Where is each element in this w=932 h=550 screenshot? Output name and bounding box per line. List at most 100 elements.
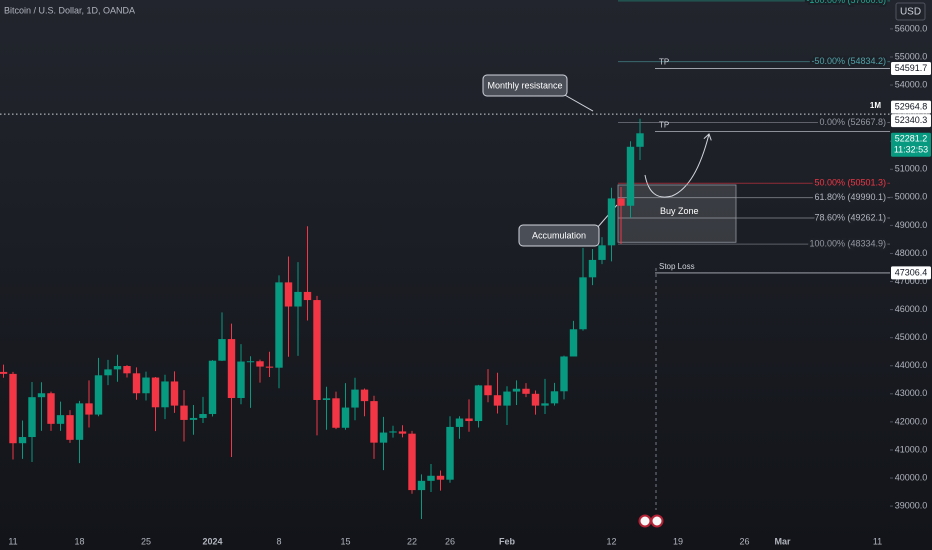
candle-body — [9, 373, 17, 444]
candle-body — [636, 133, 644, 147]
candle-body — [275, 282, 283, 368]
candle-body — [332, 398, 340, 428]
candle-body — [151, 377, 160, 408]
y-tick-label: 56000.0 — [895, 23, 928, 33]
candle-body — [85, 403, 93, 415]
candle-body — [256, 361, 264, 367]
y-tick-label: 42000.0 — [895, 416, 928, 426]
candle-body — [446, 426, 454, 480]
candles — [0, 118, 644, 520]
price-tag-label: 54591.7 — [895, 63, 928, 73]
candle-body — [237, 361, 245, 399]
y-tick-label: 51000.0 — [895, 164, 928, 174]
candle-body — [379, 432, 388, 443]
candle-body — [0, 371, 8, 374]
y-tick-label: 43000.0 — [895, 388, 928, 398]
candle-body — [265, 366, 274, 368]
candle-body — [569, 329, 578, 357]
candle-body — [28, 397, 36, 438]
candle-body — [284, 282, 293, 307]
candle-body — [626, 146, 635, 206]
x-tick-label: 2024 — [202, 536, 222, 546]
x-tick-label: 22 — [407, 536, 417, 546]
y-tick-label: 39000.0 — [895, 500, 928, 510]
y-tick-label: 55000.0 — [895, 51, 928, 61]
x-tick-label: 11 — [8, 536, 17, 546]
x-tick-label: 12 — [606, 536, 616, 546]
candle-body — [142, 377, 150, 394]
candle-body — [75, 403, 84, 440]
stop-loss-label: Stop Loss — [659, 262, 695, 271]
y-tick-label: 46000.0 — [895, 304, 928, 314]
candle-body — [189, 417, 198, 420]
event-flag[interactable] — [650, 514, 664, 528]
y-tick-label: 48000.0 — [895, 248, 928, 258]
price-tag-label: 52340.3 — [895, 115, 928, 125]
fib-label: -100.00% (57000.6) — [806, 0, 886, 5]
y-tick-label: 50000.0 — [895, 192, 928, 202]
currency-button[interactable] — [895, 2, 926, 21]
candle-body — [294, 291, 302, 307]
candle-body — [370, 401, 378, 443]
candle-body — [512, 388, 521, 392]
candle-body — [341, 407, 350, 428]
event-flag[interactable] — [638, 514, 652, 528]
candle-body — [560, 356, 568, 392]
x-tick-label: 26 — [445, 536, 455, 546]
candle-body — [455, 418, 464, 427]
candle-body — [360, 389, 369, 402]
candle-body — [161, 381, 169, 408]
candle-body — [313, 300, 321, 400]
x-tick-label: 25 — [141, 536, 151, 546]
tp-label: TP — [659, 121, 669, 130]
fib-label: 0.00% (52667.8) — [819, 117, 886, 127]
candle-body — [18, 437, 27, 444]
price-tag — [891, 266, 931, 280]
candle-body — [180, 405, 188, 420]
events — [638, 514, 664, 528]
candle-body — [47, 393, 55, 424]
y-tick-label: 49000.0 — [895, 220, 928, 230]
buy-zone — [617, 184, 737, 243]
x-tick-label: 19 — [673, 536, 683, 546]
candle-body — [104, 369, 112, 376]
x-tick-label: 26 — [739, 536, 749, 546]
candle-body — [484, 385, 492, 396]
candle-body — [66, 415, 74, 440]
y-tick-label: 40000.0 — [895, 472, 928, 482]
candle-body — [132, 373, 141, 394]
price-tag — [891, 61, 931, 75]
candle-body — [227, 339, 236, 399]
candle-body — [522, 388, 530, 394]
candle-body — [550, 391, 559, 404]
candle-body — [208, 360, 217, 415]
candle-body — [218, 339, 226, 361]
candle-body — [37, 393, 46, 398]
fib-label: 78.60% (49262.1) — [814, 212, 886, 222]
candle-body — [417, 480, 426, 491]
candle-body — [598, 245, 606, 260]
price-tag-label: 52964.8 — [895, 101, 928, 111]
candle-body — [113, 366, 122, 370]
y-tick-label: 41000.0 — [895, 444, 928, 454]
candle-body — [322, 398, 331, 400]
currency[interactable]: USD — [900, 7, 921, 18]
candle-body — [617, 198, 625, 206]
candle-body — [436, 475, 445, 480]
candle-body — [170, 381, 179, 406]
candle-body — [588, 259, 597, 278]
candle-body — [531, 393, 540, 406]
candle-body — [246, 361, 255, 363]
countdown: 11:32:53 — [894, 145, 928, 155]
projection-arrow — [644, 134, 709, 198]
candle-body — [607, 198, 616, 246]
candle-body — [94, 375, 103, 415]
y-tick-label: 44000.0 — [895, 360, 928, 370]
callout-pointer — [562, 93, 594, 112]
tp-label: TP — [659, 58, 669, 67]
x-tick-label: 15 — [340, 536, 350, 546]
candle-body — [579, 277, 587, 330]
candle-body — [199, 414, 207, 418]
